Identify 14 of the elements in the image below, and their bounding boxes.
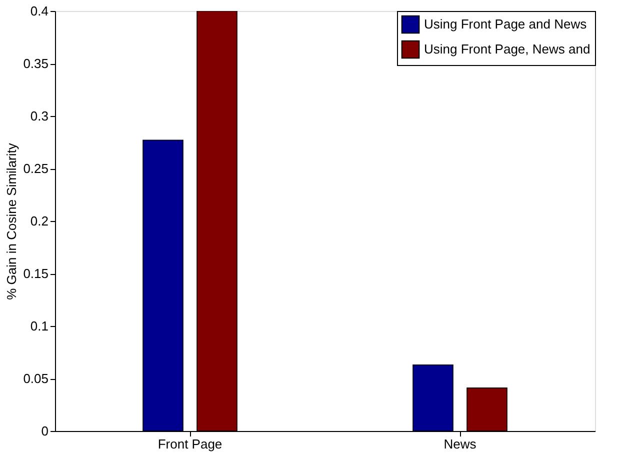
y-tick-label: 0.1 — [30, 318, 48, 334]
y-tick-label: 0.35 — [23, 56, 48, 71]
y-tick-label: 0.3 — [30, 108, 48, 124]
y-tick-label: 0.15 — [23, 266, 48, 281]
y-tick-label: 0.2 — [30, 214, 48, 228]
x-tick-label: News — [444, 436, 477, 452]
y-tick-label: 0.25 — [23, 161, 48, 176]
legend-label: Using Front Page and News — [424, 16, 588, 32]
y-tick-label: 0 — [41, 424, 48, 438]
y-axis-title: % Gain in Cosine Similarity — [4, 142, 20, 300]
y-tick-label: 0.4 — [30, 4, 48, 18]
x-tick-label: Front Page — [158, 436, 222, 452]
legend-label: Using Front Page, News and — [424, 42, 590, 56]
y-tick-label: 0.05 — [23, 371, 48, 386]
